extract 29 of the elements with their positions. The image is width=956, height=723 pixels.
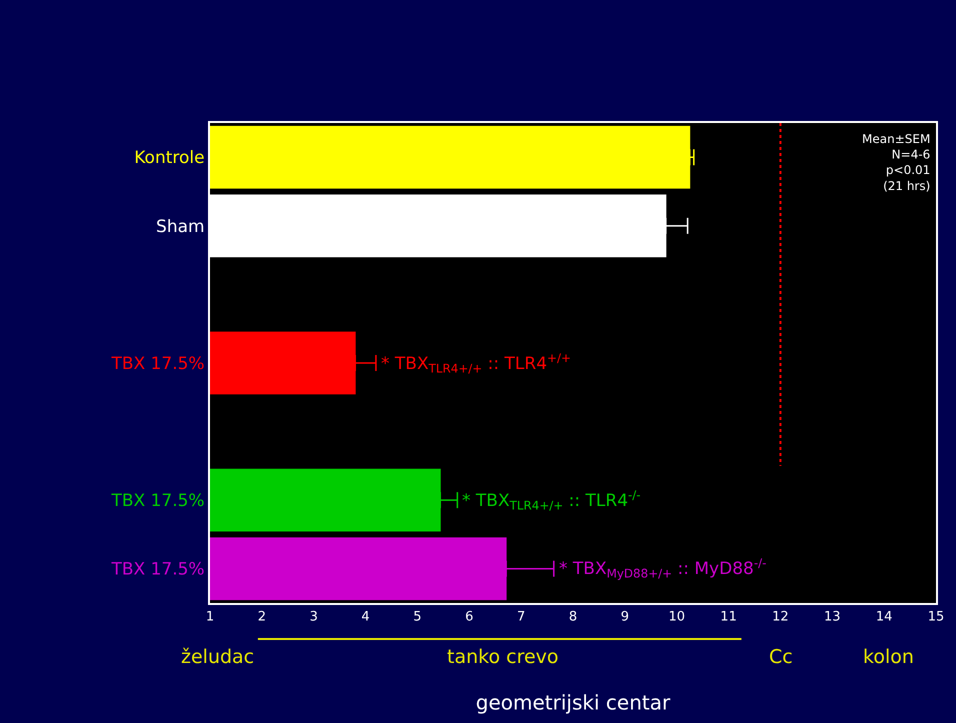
x-tick-label: 12	[772, 610, 789, 625]
y-tick-label: Sham	[156, 216, 205, 237]
x-tick-label: 8	[568, 610, 578, 625]
x-tick-label: 6	[465, 610, 474, 625]
x-tick-label: 2	[258, 610, 266, 625]
data-label: * TBX$_{TLR4+/+}$ :: TLR4$^{-/-}$	[462, 488, 641, 513]
x-tick-label: 14	[876, 610, 892, 625]
x-tick-label: 1	[206, 610, 214, 625]
annotation: Mean±SEM N=4-6 p<0.01 (21 hrs)	[862, 132, 930, 193]
y-tick-label: Kontrole	[134, 148, 205, 168]
x-tick-label: 3	[310, 610, 318, 625]
x-tick-label: 10	[668, 610, 685, 625]
x-tick-label: 7	[517, 610, 526, 625]
data-label: * TBX$_{MyD88+/+}$ :: MyD88$^{-/-}$	[559, 556, 766, 581]
x-tick-label: 4	[361, 610, 370, 625]
y-tick-label: TBX 17.5%	[110, 354, 205, 374]
x-axis-title: geometrijski centar	[476, 690, 671, 715]
x-tick-label: 9	[620, 610, 629, 625]
y-tick-label: TBX 17.5%	[110, 560, 205, 580]
y-tick-label: TBX 17.5%	[110, 491, 205, 512]
text: kolon	[863, 646, 914, 668]
text: želudac	[181, 646, 254, 668]
x-tick-label: 13	[824, 610, 841, 625]
text: tanko crevo	[447, 646, 559, 668]
x-tick-label: 15	[928, 610, 944, 625]
x-tick-label: 11	[720, 610, 737, 625]
data-label: * TBX$_{TLR4+/+}$ :: TLR4$^{+/+}$	[381, 351, 571, 376]
x-tick-label: 5	[413, 610, 422, 625]
text: Cc	[769, 646, 793, 668]
